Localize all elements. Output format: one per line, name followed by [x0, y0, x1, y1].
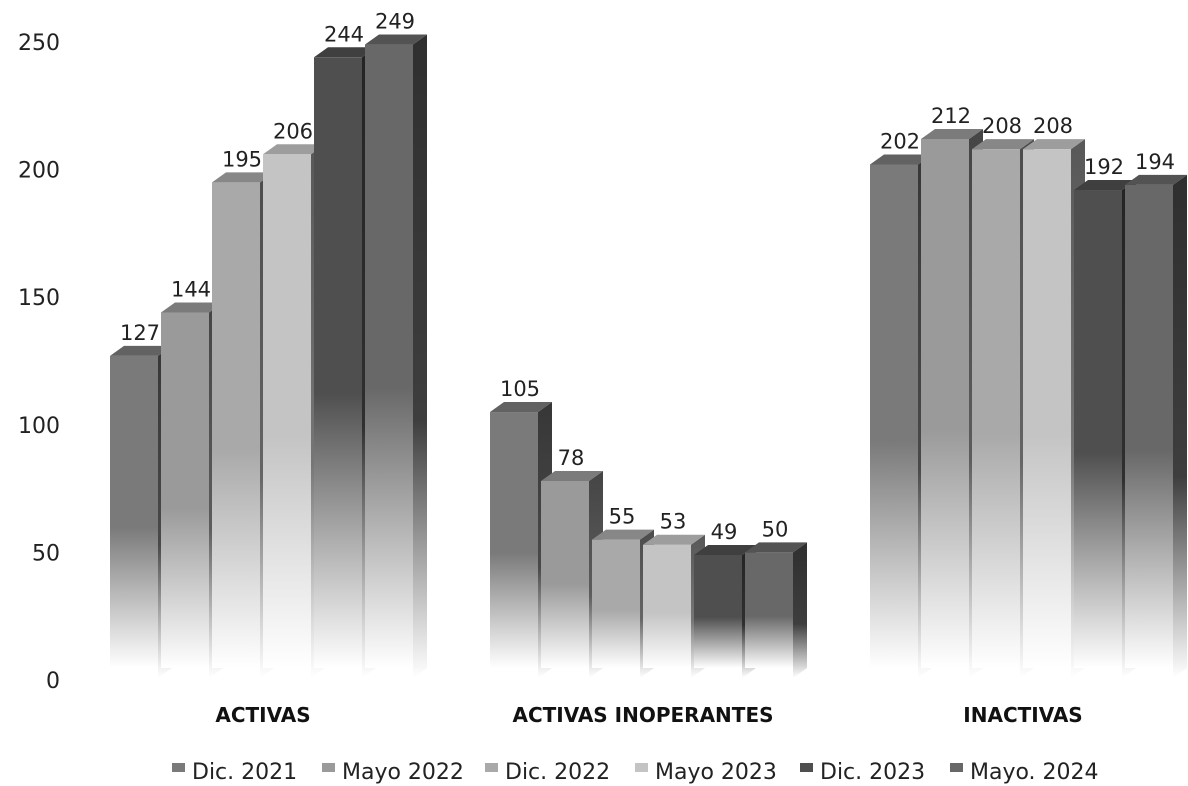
legend: Dic. 2021 Mayo 2022 Dic. 2022 Mayo 2023 Dic.…: [172, 760, 1099, 785]
data-label: 195: [222, 147, 262, 171]
bar-top: [263, 144, 325, 155]
bar-top: [1023, 139, 1085, 150]
data-label: 49: [711, 520, 738, 544]
legend-item: Mayo. 2024: [950, 760, 1099, 785]
data-label: 53: [660, 510, 687, 534]
data-label: 192: [1084, 155, 1124, 179]
legend-label: Mayo 2023: [655, 760, 777, 785]
y-tick-label: 250: [18, 31, 60, 56]
legend-item: Mayo 2022: [322, 760, 464, 785]
bar-top: [870, 154, 932, 165]
data-label: 144: [171, 278, 211, 302]
bar-side: [1173, 174, 1187, 679]
legend-label: Dic. 2021: [192, 760, 297, 785]
bar-top: [490, 402, 552, 413]
bar-front: [592, 539, 640, 668]
data-label: 202: [880, 129, 920, 153]
data-label: 206: [273, 119, 313, 143]
bar-front: [1125, 184, 1173, 669]
bar-top: [314, 47, 376, 58]
bar-front: [694, 554, 742, 668]
data-label: 55: [609, 505, 636, 529]
y-tick-label: 50: [32, 541, 60, 566]
bar-side: [413, 34, 427, 678]
bar-top: [110, 345, 172, 356]
legend-item: Mayo 2023: [635, 760, 777, 785]
bar-front: [490, 412, 538, 668]
y-tick-label: 100: [18, 414, 60, 439]
bar-front: [161, 312, 209, 668]
legend-swatch: [172, 763, 185, 772]
bar-front: [1023, 149, 1071, 668]
bar-top: [1125, 174, 1187, 185]
bar-top: [745, 542, 807, 553]
y-tick-label: 0: [46, 669, 60, 694]
category-label: ACTIVAS INOPERANTES: [512, 703, 773, 727]
data-label: 244: [324, 22, 364, 46]
data-labels: 127 144 195 206 244 249 105 78 55 53 49 50 202 212 208…: [120, 10, 1175, 544]
legend-swatch: [800, 763, 813, 772]
data-label: 212: [931, 104, 971, 128]
bar-front: [745, 552, 793, 668]
bar-top: [694, 544, 756, 555]
y-axis: 0 50 100 150 200 250: [18, 31, 60, 694]
bar: [365, 34, 427, 678]
y-tick-label: 200: [18, 159, 60, 184]
category-label: INACTIVAS: [963, 703, 1082, 727]
data-label: 105: [500, 377, 540, 401]
data-label: 78: [558, 446, 585, 470]
legend-item: Dic. 2023: [800, 760, 925, 785]
bar-top: [1074, 180, 1136, 191]
data-label: 127: [120, 321, 160, 345]
y-tick-label: 150: [18, 286, 60, 311]
legend-item: Dic. 2022: [485, 760, 610, 785]
bar-front: [972, 149, 1020, 668]
bar-front: [314, 57, 362, 668]
legend-label: Dic. 2023: [820, 760, 925, 785]
legend-swatch: [322, 763, 335, 772]
bars: [110, 34, 1187, 679]
bar-top: [592, 529, 654, 540]
bar: [745, 542, 807, 678]
bar-side: [793, 542, 807, 678]
bar-front: [1074, 190, 1122, 669]
category-label: ACTIVAS: [215, 703, 310, 727]
data-label: 50: [762, 517, 789, 541]
data-label: 194: [1135, 150, 1175, 174]
bar-top: [541, 470, 603, 481]
bar-front: [541, 480, 589, 668]
bar-front: [110, 355, 158, 668]
bar-top: [921, 128, 983, 139]
legend-label: Mayo. 2024: [970, 760, 1099, 785]
category-labels: ACTIVAS ACTIVAS INOPERANTES INACTIVAS: [215, 703, 1082, 727]
bar-front: [212, 182, 260, 669]
bar-top: [643, 534, 705, 545]
data-label: 249: [375, 10, 415, 34]
legend-item: Dic. 2021: [172, 760, 297, 785]
legend-swatch: [950, 763, 963, 772]
bar-front: [365, 44, 413, 668]
legend-label: Mayo 2022: [342, 760, 464, 785]
bar-front: [263, 154, 311, 669]
bar-top: [212, 172, 274, 183]
bar-front: [921, 138, 969, 668]
bar: [1125, 174, 1187, 679]
legend-swatch: [635, 763, 648, 772]
data-label: 208: [1033, 114, 1073, 138]
bar-top: [365, 34, 427, 45]
bar-top: [972, 139, 1034, 150]
bar-top: [161, 302, 223, 313]
bar-front: [870, 164, 918, 668]
legend-label: Dic. 2022: [505, 760, 610, 785]
data-label: 208: [982, 114, 1022, 138]
legend-swatch: [485, 763, 498, 772]
bar-front: [643, 544, 691, 668]
